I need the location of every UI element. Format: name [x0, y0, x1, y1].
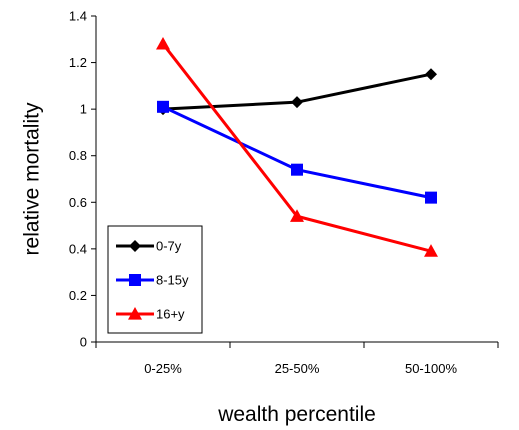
plot-area: 0 0.2 0.4 0.6 0.8 1 1.2 1.4 0-25% 25-50% 50-100% — [69, 9, 499, 376]
series-layer — [156, 36, 438, 257]
series-16-y — [156, 36, 438, 257]
x-tick-label: 50-100% — [405, 361, 457, 376]
y-tick-label: 0.8 — [69, 148, 87, 163]
series-8-15y — [157, 100, 437, 204]
series-line — [162, 105, 432, 200]
legend-label: 16+y — [156, 307, 185, 322]
y-tick-label: 1.2 — [69, 55, 87, 70]
legend: 0-7y 8-15y 16+y — [107, 225, 203, 334]
y-tick-label: 0 — [80, 335, 87, 350]
data-point-marker — [290, 209, 304, 222]
data-point-marker — [424, 244, 438, 257]
y-tick-label: 0.6 — [69, 195, 87, 210]
x-axis-title: wealth percentile — [217, 403, 376, 426]
data-point-marker — [129, 240, 141, 252]
data-point-marker — [425, 191, 437, 204]
data-point-marker — [291, 96, 303, 109]
data-point-marker — [156, 36, 170, 50]
x-tick-label: 25-50% — [275, 361, 320, 376]
data-point-marker — [157, 100, 169, 113]
y-ticks: 0 0.2 0.4 0.6 0.8 1 1.2 1.4 — [69, 9, 96, 350]
legend-entry: 16+y — [116, 307, 185, 322]
data-point-marker — [129, 274, 141, 286]
y-tick-label: 1 — [80, 102, 87, 117]
legend-entry: 0-7y — [116, 239, 182, 254]
data-point-marker — [128, 307, 142, 320]
data-point-marker — [425, 68, 437, 81]
x-ticks: 0-25% 25-50% 50-100% — [95, 342, 499, 376]
legend-entry: 8-15y — [116, 273, 189, 288]
x-tick-label: 0-25% — [144, 361, 182, 376]
legend-label: 0-7y — [156, 239, 182, 254]
y-tick-label: 0.2 — [69, 288, 87, 303]
legend-label: 8-15y — [156, 273, 189, 288]
y-tick-label: 1.4 — [69, 9, 87, 24]
y-axis-title: relative mortality — [21, 102, 44, 255]
data-point-marker — [291, 163, 303, 176]
y-tick-label: 0.4 — [69, 241, 87, 256]
